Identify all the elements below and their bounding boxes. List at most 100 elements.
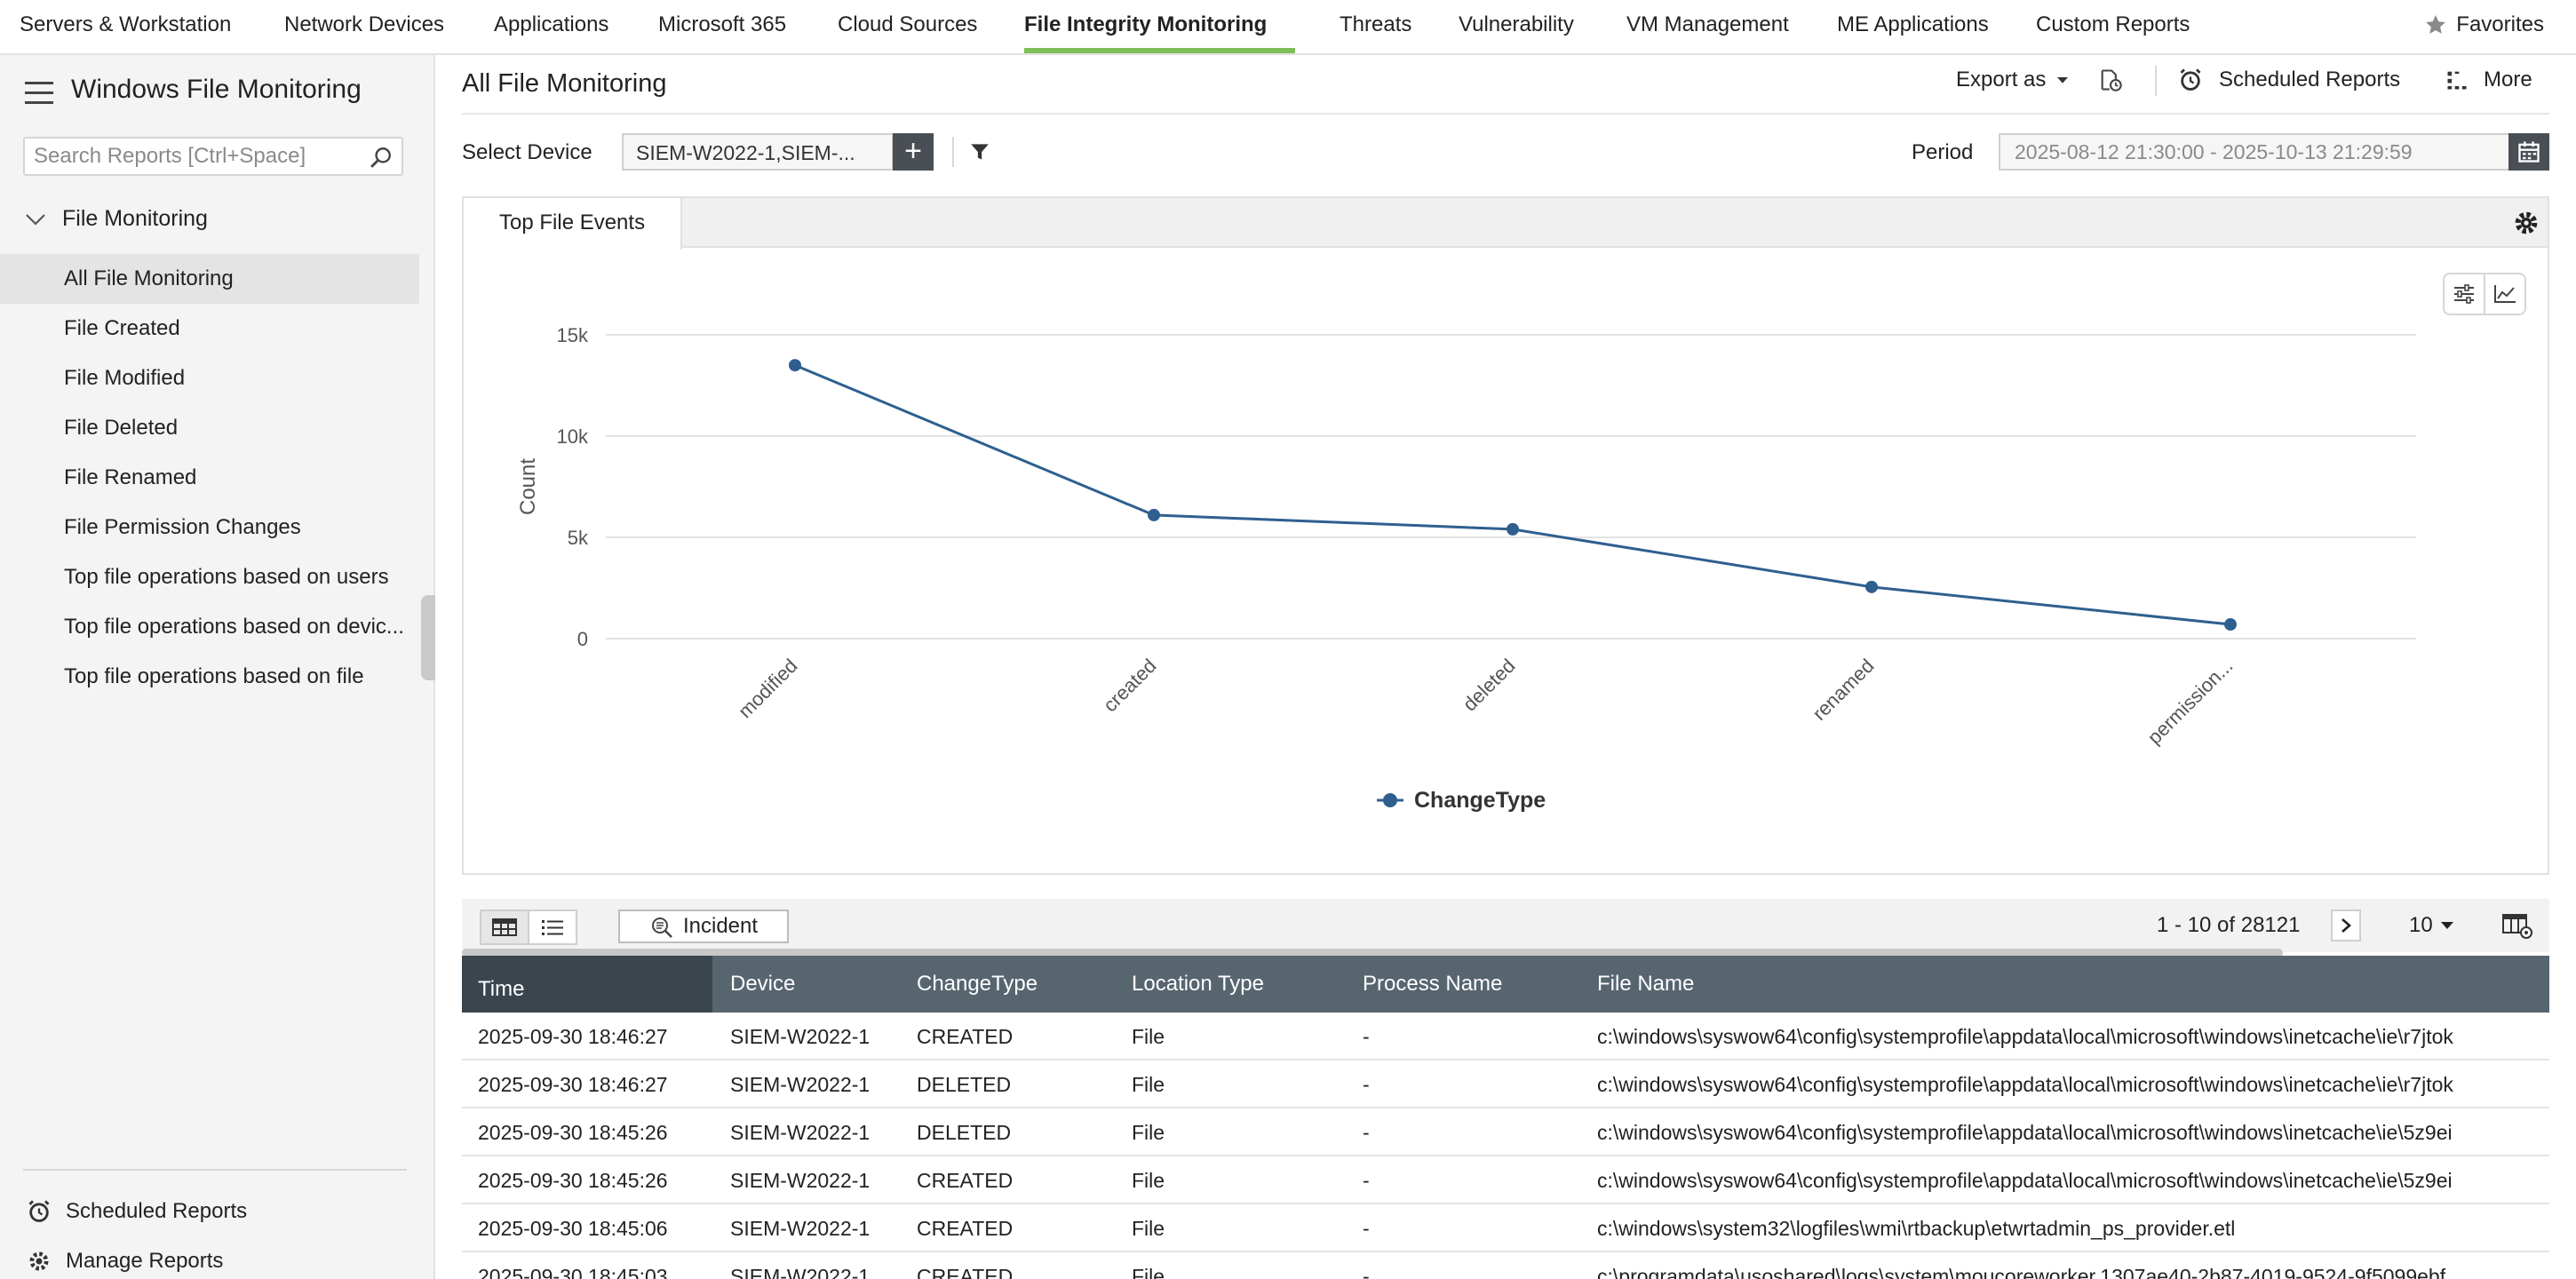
cell-file-name: c:\programdata\usoshared\logs\system\mou… <box>1597 1265 2446 1279</box>
scheduled-reports-button[interactable]: Scheduled Reports <box>2178 68 2400 92</box>
sidebar-item-top-ops-devices[interactable]: Top file operations based on devic... <box>64 615 404 639</box>
scheduled-reports-link[interactable]: Scheduled Reports <box>27 1199 247 1224</box>
tab-threats[interactable]: Threats <box>1340 12 1412 36</box>
cell-file-name: c:\windows\syswow64\config\systemprofile… <box>1597 1073 2453 1096</box>
cell-file-name: c:\windows\syswow64\config\systemprofile… <box>1597 1025 2453 1048</box>
grid-view-button[interactable] <box>480 910 529 945</box>
data-point <box>1865 580 1878 593</box>
list-view-button[interactable] <box>528 910 577 945</box>
device-selector[interactable]: SIEM-W2022-1,SIEM-... <box>622 133 894 171</box>
column-header-location-type[interactable]: Location Type <box>1132 972 1265 996</box>
sidebar-report-list: All File Monitoring File Created File Mo… <box>0 254 419 702</box>
pagination-summary: 1 - 10 of 28121 <box>2157 913 2301 937</box>
horizontal-scrollbar[interactable] <box>462 949 2283 957</box>
table-row[interactable]: 2025-09-30 18:45:03 SIEM-W2022-1 CREATED… <box>462 1252 2549 1279</box>
favorites-button[interactable]: Favorites <box>2424 12 2544 37</box>
tab-network-devices[interactable]: Network Devices <box>284 12 445 36</box>
tab-vm-management[interactable]: VM Management <box>1626 12 1789 36</box>
cell-location-type: File <box>1132 1265 1165 1279</box>
tab-servers-workstation[interactable]: Servers & Workstation <box>20 12 232 36</box>
period-input[interactable] <box>2000 135 2462 169</box>
sidebar-collapse-handle[interactable] <box>421 595 435 680</box>
cell-process-name: - <box>1363 1169 1370 1192</box>
tab-me-applications[interactable]: ME Applications <box>1837 12 1989 36</box>
cell-file-name: c:\windows\system32\logfiles\wmi\rtbacku… <box>1597 1217 2236 1240</box>
column-header-changetype[interactable]: ChangeType <box>917 972 1038 996</box>
filter-icon[interactable] <box>968 140 991 163</box>
tab-top-file-events[interactable]: Top File Events <box>464 198 682 250</box>
column-settings-icon[interactable] <box>2501 911 2533 940</box>
sidebar-item-file-modified[interactable]: File Modified <box>64 366 186 390</box>
y-tick-label: 15k <box>557 324 589 346</box>
sliders-icon <box>2454 284 2474 304</box>
tab-file-integrity-monitoring[interactable]: File Integrity Monitoring <box>1024 12 1268 36</box>
chart-settings-button[interactable] <box>2445 274 2485 314</box>
data-point <box>2224 618 2237 632</box>
column-header-process-name[interactable]: Process Name <box>1363 972 1503 996</box>
header-divider <box>462 113 2549 115</box>
column-header-time[interactable]: Time <box>462 956 712 1013</box>
sidebar-item-file-renamed[interactable]: File Renamed <box>64 465 197 489</box>
list-icon <box>542 920 563 935</box>
sidebar-item-file-created[interactable]: File Created <box>64 316 180 340</box>
y-tick-label: 10k <box>557 425 589 448</box>
sidebar-item-top-ops-file[interactable]: Top file operations based on file <box>64 664 364 688</box>
caret-down-icon <box>2440 922 2453 929</box>
legend-marker <box>1383 793 1397 807</box>
chart-type-button[interactable] <box>2485 274 2524 314</box>
incident-button[interactable]: Incident <box>618 910 789 943</box>
cell-changetype: CREATED <box>917 1169 1014 1192</box>
table-row[interactable]: 2025-09-30 18:46:27 SIEM-W2022-1 DELETED… <box>462 1061 2549 1108</box>
cell-changetype: DELETED <box>917 1073 1012 1096</box>
column-header-device[interactable]: Device <box>730 972 796 996</box>
page-size-select[interactable]: 10 <box>2409 913 2454 938</box>
cell-location-type: File <box>1132 1121 1165 1144</box>
table-row[interactable]: 2025-09-30 18:45:26 SIEM-W2022-1 DELETED… <box>462 1108 2549 1156</box>
table-row[interactable]: 2025-09-30 18:45:26 SIEM-W2022-1 CREATED… <box>462 1156 2549 1204</box>
more-label: More <box>2484 68 2532 91</box>
calendar-button[interactable] <box>2508 133 2549 171</box>
search-icon[interactable] <box>370 146 393 169</box>
sidebar-item-top-ops-users[interactable]: Top file operations based on users <box>64 565 389 589</box>
tab-cloud-sources[interactable]: Cloud Sources <box>838 12 978 36</box>
y-tick-label: 0 <box>577 628 588 650</box>
sidebar-item-all-file-monitoring[interactable]: All File Monitoring <box>0 254 419 304</box>
period-field <box>1999 133 2514 171</box>
star-icon <box>2426 15 2446 34</box>
tab-microsoft-365[interactable]: Microsoft 365 <box>658 12 787 36</box>
chart-panel: Top File Events 0 5k 10k 15k Count modified cr… <box>462 196 2549 875</box>
x-tick-label: permission... <box>2143 655 2238 749</box>
next-page-button[interactable] <box>2331 910 2361 941</box>
scheduled-reports-label: Scheduled Reports <box>2219 68 2401 91</box>
table-row[interactable]: 2025-09-30 18:45:06 SIEM-W2022-1 CREATED… <box>462 1204 2549 1252</box>
cell-changetype: DELETED <box>917 1121 1012 1144</box>
more-button[interactable]: More <box>2445 68 2532 92</box>
select-device-label: Select Device <box>462 140 592 164</box>
gear-icon[interactable] <box>2512 209 2540 237</box>
menu-icon[interactable] <box>25 82 53 105</box>
column-header-file-name[interactable]: File Name <box>1597 972 1695 996</box>
tab-vulnerability[interactable]: Vulnerability <box>1459 12 1574 36</box>
table-header: Time Device ChangeType Location Type Pro… <box>462 956 2549 1013</box>
table-toolbar: Incident 1 - 10 of 28121 10 <box>462 899 2549 952</box>
add-device-button[interactable]: + <box>893 133 934 171</box>
sidebar-item-file-permission-changes[interactable]: File Permission Changes <box>64 515 301 539</box>
export-history-button[interactable] <box>2098 68 2123 92</box>
tab-custom-reports[interactable]: Custom Reports <box>2036 12 2190 36</box>
filter-separator <box>952 137 954 167</box>
cell-time: 2025-09-30 18:45:06 <box>478 1217 668 1240</box>
export-dropdown[interactable]: Export as <box>1956 68 2071 92</box>
sidebar-group-file-monitoring[interactable]: File Monitoring <box>25 206 208 232</box>
data-point <box>1148 508 1160 521</box>
manage-reports-link[interactable]: Manage Reports <box>27 1249 223 1274</box>
cell-device: SIEM-W2022-1 <box>730 1121 871 1144</box>
sidebar-item-file-deleted[interactable]: File Deleted <box>64 416 179 440</box>
table-row[interactable]: 2025-09-30 18:46:27 SIEM-W2022-1 CREATED… <box>462 1013 2549 1061</box>
cell-process-name: - <box>1363 1025 1370 1048</box>
sidebar-divider <box>23 1169 407 1171</box>
search-input[interactable] <box>25 139 345 174</box>
sidebar-title: Windows File Monitoring <box>71 75 362 104</box>
export-label: Export as <box>1956 68 2047 91</box>
tab-applications[interactable]: Applications <box>494 12 609 36</box>
y-axis-label: Count <box>516 458 540 515</box>
